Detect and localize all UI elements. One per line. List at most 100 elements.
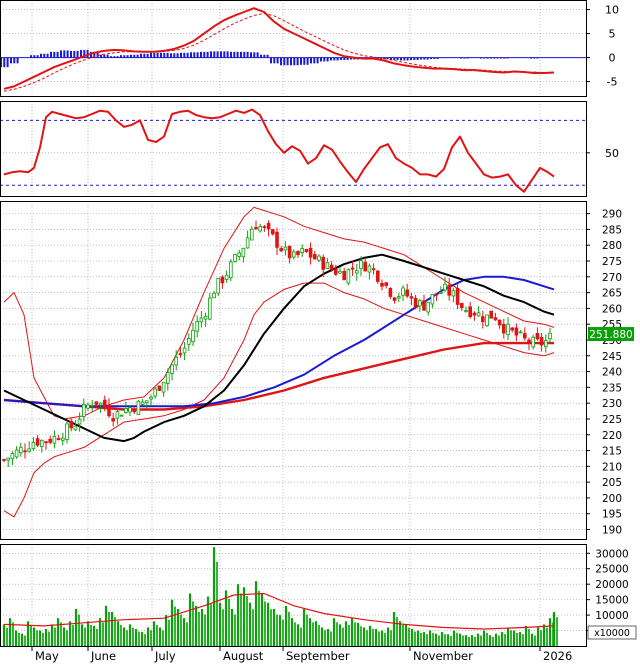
price-candle-body	[401, 287, 405, 296]
price-candle-body	[308, 247, 313, 258]
price-y-tick-label: 235	[602, 382, 622, 394]
rsi-panel-frame	[0, 101, 587, 197]
price-candle-body	[191, 329, 195, 343]
last-price-tag	[588, 327, 634, 342]
price-candle-body	[527, 339, 531, 344]
price-candle-body	[375, 270, 380, 282]
price-candle-body	[359, 260, 363, 270]
price-candle-body	[283, 246, 288, 251]
price-candle-body	[65, 423, 69, 440]
price-candle-body	[459, 303, 464, 308]
price-y-tick-label: 285	[602, 224, 622, 236]
price-panel-frame	[0, 201, 587, 540]
price-y-tick-label: 270	[602, 272, 622, 284]
price-y-tick-label: 260	[602, 303, 622, 315]
price-y-tick-label: 280	[602, 240, 622, 252]
macd-signal-line	[3, 12, 554, 92]
price-candle-body	[31, 442, 36, 449]
price-candle-body	[291, 251, 296, 258]
price-candle-body	[98, 402, 103, 406]
price-candle-body	[249, 228, 254, 241]
price-candle-body	[199, 317, 204, 323]
price-candle-body	[312, 253, 317, 260]
price-candle-body	[195, 320, 200, 332]
price-y-tick-label: 225	[602, 414, 622, 426]
price-candle-body	[254, 226, 258, 230]
price-candle-body	[510, 327, 514, 331]
price-candle-body	[220, 276, 225, 284]
price-candle-body	[384, 282, 388, 286]
price-candle-body	[82, 404, 86, 417]
price-candle-body	[548, 332, 552, 340]
macd-y-tick-label: -5	[607, 76, 618, 89]
price-candle-body	[10, 453, 15, 460]
price-y-tick-label: 215	[602, 446, 622, 458]
volume-y-tick-label: 25000	[595, 564, 628, 576]
price-candle-body	[245, 237, 250, 249]
price-y-tick-label: 190	[602, 525, 622, 537]
price-candle-body	[409, 296, 414, 299]
volume-y-tick-label: 20000	[595, 579, 628, 591]
price-candle-body	[73, 425, 78, 431]
price-candle-body	[182, 347, 187, 354]
price-candle-body	[506, 323, 510, 335]
macd-line	[3, 7, 555, 90]
price-y-tick-label: 210	[602, 461, 622, 473]
volume-unit-label: x10000	[594, 628, 630, 639]
price-candle-body	[18, 446, 23, 454]
price-candle-body	[493, 317, 498, 321]
price-candle-body	[396, 296, 401, 299]
price-candle-body	[514, 327, 519, 336]
price-candle-body	[480, 316, 485, 323]
last-price-label: 251.880	[589, 329, 632, 341]
rsi-line	[3, 108, 555, 193]
price-y-tick-label: 265	[602, 288, 622, 300]
price-candle-body	[258, 226, 262, 232]
price-candle-body	[149, 396, 153, 400]
price-candle-body	[535, 332, 540, 340]
price-candle-body	[346, 268, 351, 284]
price-candle-body	[262, 226, 267, 229]
price-candle-body	[136, 400, 141, 416]
price-candle-body	[52, 435, 57, 444]
price-candle-body	[77, 418, 82, 425]
price-candle-body	[237, 252, 242, 257]
macd-panel-frame	[0, 0, 587, 97]
price-candle-body	[111, 418, 116, 422]
price-candle-body	[523, 333, 527, 339]
price-candle-body	[228, 261, 233, 279]
macd-y-tick-label: 10	[605, 4, 619, 17]
price-candle-body	[451, 290, 456, 297]
price-candle-body	[501, 324, 506, 334]
price-candle-body	[40, 440, 44, 447]
x-axis-month-label: November	[413, 649, 473, 663]
price-candle-body	[443, 283, 447, 291]
price-candle-body	[35, 438, 40, 446]
price-candle-body	[203, 315, 208, 320]
price-candle-body	[472, 312, 477, 316]
price-y-tick-label: 200	[602, 493, 622, 505]
price-candle-body	[350, 267, 355, 270]
price-candle-body	[497, 319, 502, 326]
volume-panel-frame	[0, 544, 587, 647]
price-candle-body	[86, 404, 90, 409]
price-y-tick-label: 220	[602, 430, 622, 442]
price-candle-body	[103, 399, 107, 409]
volume-y-tick-label: 30000	[595, 548, 628, 560]
price-candle-body	[388, 287, 393, 297]
price-candle-body	[392, 297, 397, 301]
price-candle-body	[329, 264, 334, 270]
price-candle-body	[170, 364, 174, 374]
price-candle-body	[338, 270, 342, 274]
price-candle-body	[165, 372, 170, 384]
price-candle-body	[430, 294, 435, 305]
price-candle-body	[279, 248, 283, 252]
price-candle-body	[140, 401, 145, 405]
price-candle-body	[241, 247, 246, 258]
price-candle-body	[413, 297, 418, 308]
price-candle-body	[354, 270, 359, 274]
x-axis-month-label: July	[154, 649, 176, 663]
